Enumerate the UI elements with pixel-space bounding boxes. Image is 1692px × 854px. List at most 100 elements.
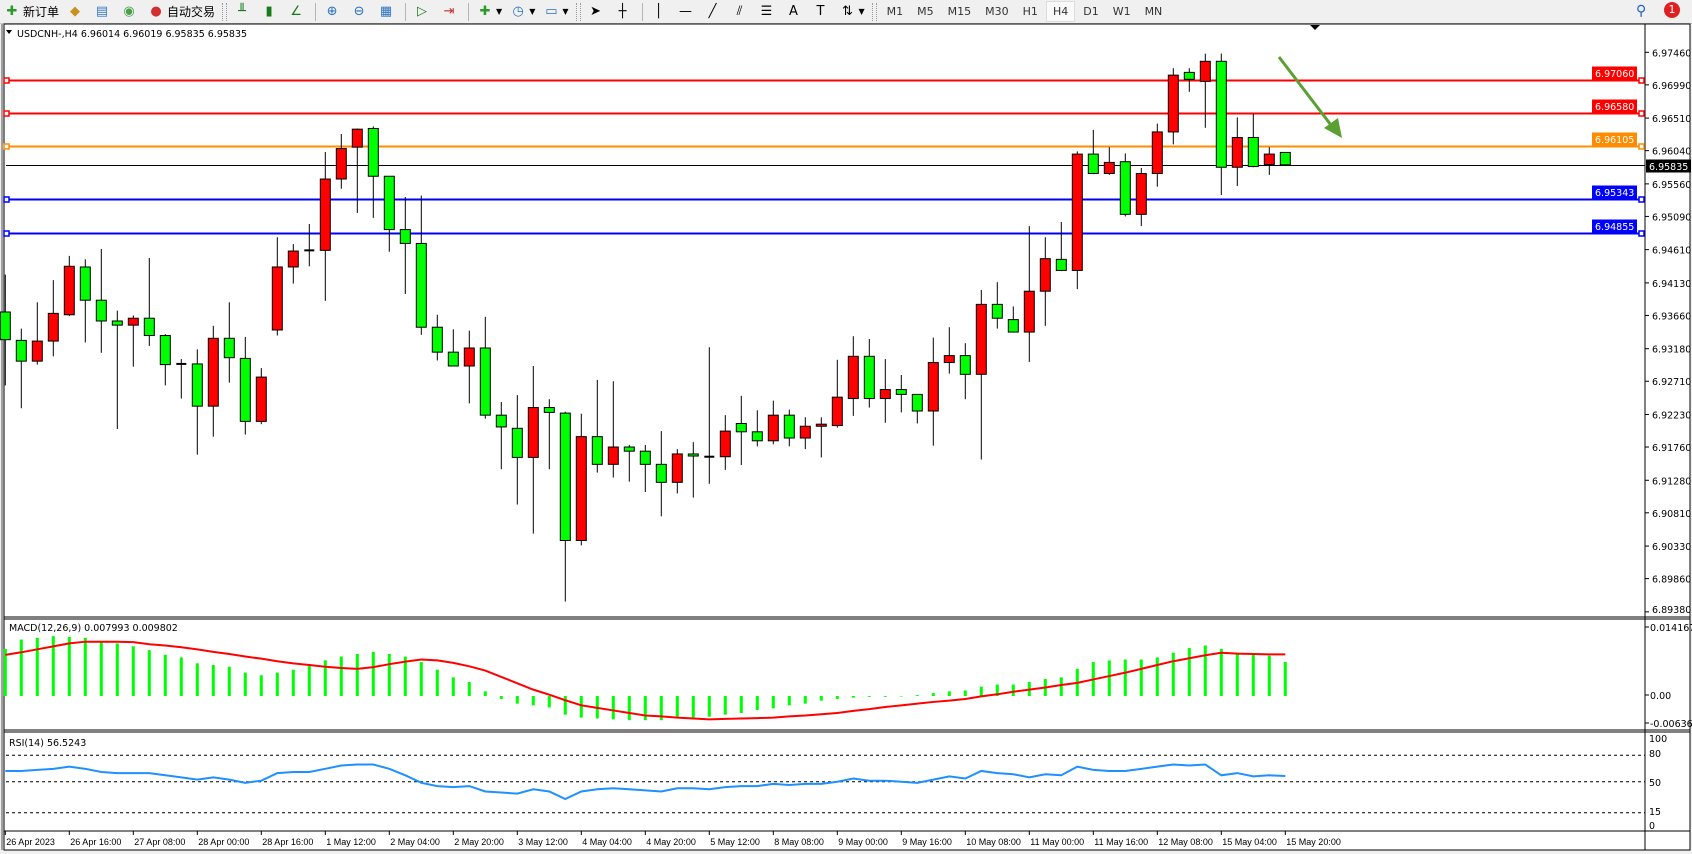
candle[interactable] <box>991 282 1003 329</box>
candle[interactable] <box>831 359 843 428</box>
new-order-button[interactable]: ✚ 新订单 <box>1 1 62 22</box>
navigator-button[interactable]: ▤ <box>91 1 116 22</box>
candle[interactable] <box>591 379 603 473</box>
line-handle[interactable] <box>3 230 10 237</box>
candle[interactable] <box>1215 53 1227 195</box>
toolbar-grip[interactable] <box>575 2 581 21</box>
candle[interactable] <box>799 417 811 450</box>
text-label-button[interactable]: T <box>810 1 835 22</box>
candle[interactable] <box>575 413 587 546</box>
candle[interactable] <box>335 134 347 189</box>
candle[interactable] <box>1135 167 1147 227</box>
candle[interactable] <box>255 368 267 425</box>
candle[interactable] <box>847 336 859 416</box>
horizontal-line-button[interactable]: — <box>675 1 700 22</box>
candle[interactable] <box>415 195 427 335</box>
candle[interactable] <box>207 325 219 437</box>
tile-windows-button[interactable]: ▦ <box>375 1 400 22</box>
search-icon[interactable]: ⚲ <box>1636 3 1647 19</box>
candle[interactable] <box>383 175 395 252</box>
candle[interactable] <box>719 415 731 470</box>
candle[interactable] <box>367 126 379 218</box>
candle[interactable] <box>351 128 363 213</box>
chart-shift-marker-icon[interactable] <box>1310 25 1320 30</box>
candle[interactable] <box>1247 113 1259 168</box>
timeframe-h4[interactable]: H4 <box>1045 1 1076 22</box>
candle[interactable] <box>176 359 187 399</box>
candle[interactable] <box>111 310 123 430</box>
candle[interactable] <box>975 289 987 460</box>
candle[interactable] <box>287 244 299 284</box>
crosshair-button[interactable]: ┼ <box>612 1 637 22</box>
candle[interactable] <box>239 336 251 435</box>
timeframe-m30[interactable]: M30 <box>985 5 1009 18</box>
line-chart-button[interactable]: ∠ <box>285 1 310 22</box>
candle[interactable] <box>1167 68 1179 145</box>
auto-trading-button[interactable]: ● 自动交易 <box>145 1 218 22</box>
candle[interactable] <box>1119 153 1131 217</box>
timeframe-m5[interactable]: M5 <box>917 5 934 18</box>
candle[interactable] <box>63 255 75 317</box>
candle[interactable] <box>159 334 171 386</box>
candle[interactable] <box>15 328 27 409</box>
candlestick-button[interactable]: ▮ <box>258 1 283 22</box>
candle[interactable] <box>639 444 651 493</box>
fibonacci-button[interactable]: ☰ <box>756 1 781 22</box>
candle[interactable] <box>1231 117 1243 186</box>
candle[interactable] <box>1279 151 1291 166</box>
candle[interactable] <box>1199 53 1211 128</box>
line-handle[interactable] <box>3 196 10 203</box>
candle[interactable] <box>1071 151 1083 290</box>
line-handle[interactable] <box>3 110 10 117</box>
candle[interactable] <box>319 152 331 301</box>
arrows-button[interactable]: ⇅ ▼ <box>837 1 868 22</box>
candle[interactable] <box>223 302 235 383</box>
candle[interactable] <box>191 349 203 455</box>
periods-button[interactable]: ◷ ▼ <box>507 1 538 22</box>
candle[interactable] <box>1023 226 1035 362</box>
candle[interactable] <box>671 449 683 494</box>
candle[interactable] <box>1263 147 1275 175</box>
candle[interactable] <box>447 329 459 367</box>
line-handle[interactable] <box>1638 77 1645 84</box>
candle[interactable] <box>927 337 939 446</box>
timeframe-h1[interactable]: H1 <box>1022 5 1038 18</box>
candle[interactable] <box>1087 129 1099 175</box>
zoom-out-button[interactable]: ⊖ <box>348 1 373 22</box>
timeframe-mn[interactable]: MN <box>1144 5 1163 18</box>
signals-button[interactable]: ◉ <box>118 1 143 22</box>
candle[interactable] <box>767 400 779 445</box>
line-handle[interactable] <box>3 77 10 84</box>
cursor-button[interactable]: ➤ <box>585 1 610 22</box>
candle[interactable] <box>735 395 747 466</box>
timeframe-w1[interactable]: W1 <box>1112 5 1131 18</box>
candle[interactable] <box>943 327 955 374</box>
notification-badge[interactable]: 1 <box>1664 2 1680 18</box>
timeframe-m15[interactable]: M15 <box>947 5 972 18</box>
candle[interactable] <box>607 381 619 478</box>
candle[interactable] <box>543 399 555 470</box>
candle[interactable] <box>623 444 635 482</box>
candle[interactable] <box>31 302 43 365</box>
text-button[interactable]: A <box>783 1 808 22</box>
candle[interactable] <box>751 410 763 447</box>
collapse-triangle-icon[interactable] <box>6 30 12 34</box>
candle[interactable] <box>1103 147 1115 175</box>
candle[interactable] <box>495 402 507 470</box>
arrow-object[interactable] <box>1277 56 1336 130</box>
candle[interactable] <box>399 197 411 294</box>
timeframe-d1[interactable]: D1 <box>1083 5 1099 18</box>
candle[interactable] <box>1055 221 1067 272</box>
auto-scroll-button[interactable]: ▷ <box>411 1 436 22</box>
timeframe-m1[interactable]: M1 <box>886 5 904 18</box>
line-handle[interactable] <box>1638 110 1645 117</box>
candle[interactable] <box>1151 123 1163 187</box>
candle[interactable] <box>479 316 491 419</box>
candle[interactable] <box>511 395 523 505</box>
candle[interactable] <box>815 417 827 458</box>
candle[interactable] <box>863 338 875 408</box>
line-handle[interactable] <box>1638 230 1645 237</box>
candle[interactable] <box>1007 306 1019 333</box>
templates-button[interactable]: ▭ ▼ <box>540 1 571 22</box>
